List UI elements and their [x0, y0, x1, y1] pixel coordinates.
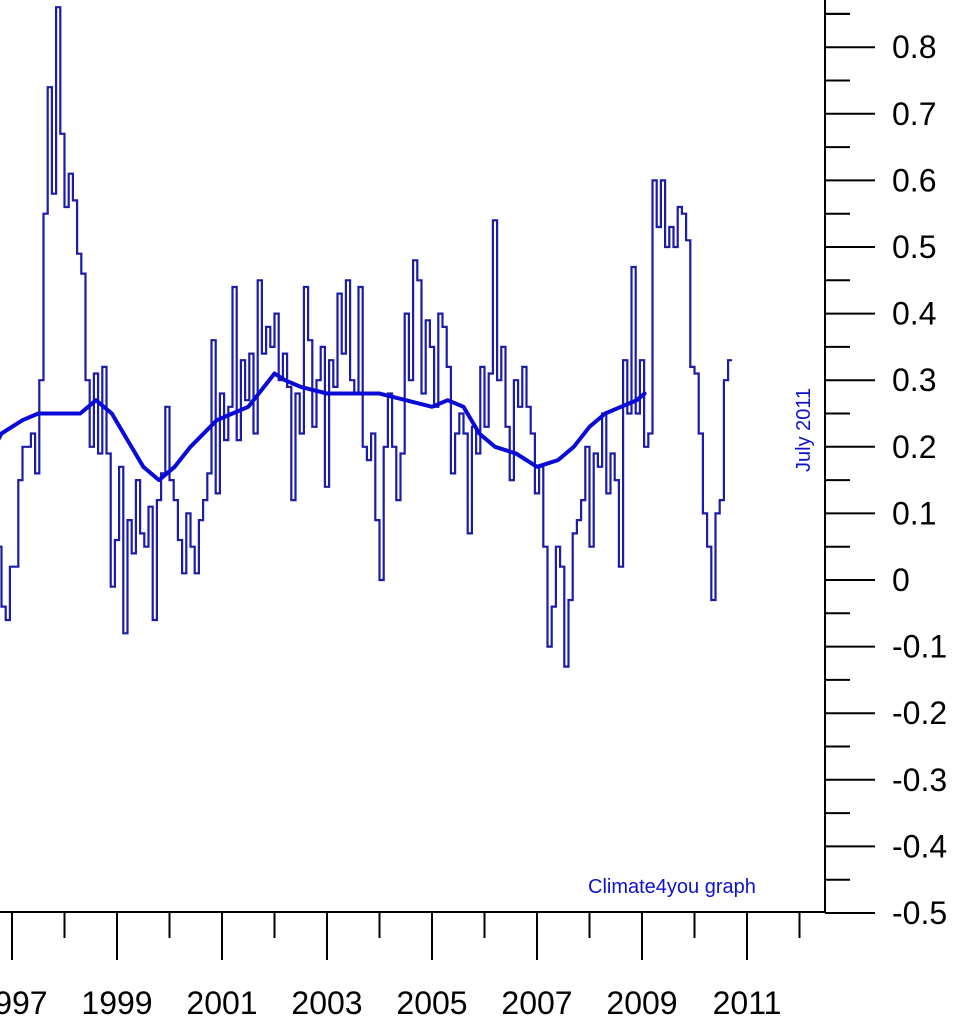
series-line-monthly [0, 6, 733, 668]
y-tick-label: 0.2 [892, 429, 936, 465]
x-tick-label: 2009 [606, 985, 677, 1021]
y-tick-label: 0.1 [892, 495, 936, 531]
tick-labels: 0.8 0.7 0.6 0.5 0.4 0.3 0.2 0.1 0 -0.1 -0.2 -0.3 -0.… [0, 29, 947, 1021]
y-tick-label: -0.2 [892, 695, 947, 731]
x-tick-label: 2007 [501, 985, 572, 1021]
x-tick-label: 1999 [81, 985, 152, 1021]
y-tick-label: 0.5 [892, 229, 936, 265]
series-layer [0, 6, 733, 668]
y-tick-label: 0.4 [892, 296, 936, 332]
credit-label: Climate4you graph [588, 876, 756, 898]
y-tick-label: 0.7 [892, 96, 936, 132]
x-tick-label: 2001 [186, 985, 257, 1021]
x-tick-label: 2005 [396, 985, 467, 1021]
y-tick-label: 0.3 [892, 362, 936, 398]
date-label: July 2011 [793, 388, 815, 472]
y-tick-label: -0.5 [892, 895, 947, 931]
x-tick-label: 2003 [291, 985, 362, 1021]
x-tick-label: 1997 [0, 985, 48, 1021]
y-tick-label: 0.6 [892, 162, 936, 198]
y-tick-label: -0.3 [892, 762, 947, 798]
ticks [11, 12, 875, 960]
series-line-running-mean [0, 371, 647, 483]
x-tick-label: 2011 [713, 985, 782, 1021]
y-tick-label: 0.8 [892, 29, 936, 65]
axes [0, 0, 826, 913]
y-tick-label: -0.1 [892, 629, 947, 665]
y-tick-label: 0 [892, 562, 910, 598]
y-tick-label: -0.4 [892, 828, 947, 864]
